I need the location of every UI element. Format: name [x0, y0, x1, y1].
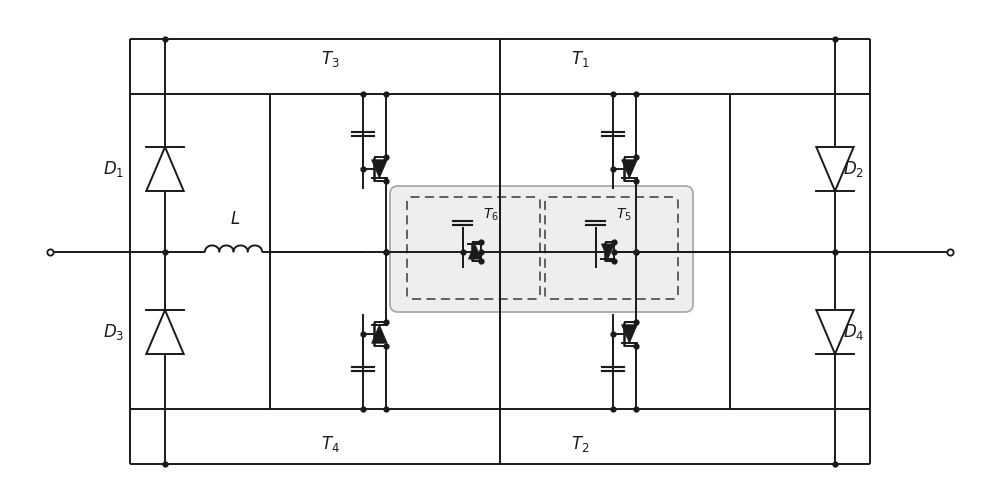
- Text: $T_3$: $T_3$: [321, 49, 339, 69]
- Text: $T_2$: $T_2$: [571, 434, 589, 454]
- Text: $T_5$: $T_5$: [616, 207, 631, 223]
- Polygon shape: [601, 244, 614, 259]
- Text: $T_1$: $T_1$: [571, 49, 589, 69]
- Polygon shape: [468, 244, 481, 259]
- Text: $T_4$: $T_4$: [321, 434, 339, 454]
- Text: $D_4$: $D_4$: [843, 322, 864, 342]
- Text: $D_2$: $D_2$: [843, 159, 864, 179]
- Text: $L$: $L$: [230, 211, 240, 228]
- Polygon shape: [372, 325, 387, 343]
- Text: $D_1$: $D_1$: [103, 159, 124, 179]
- Text: $D_3$: $D_3$: [103, 322, 124, 342]
- Polygon shape: [622, 325, 637, 343]
- Polygon shape: [372, 160, 387, 178]
- Text: $T_6$: $T_6$: [483, 207, 499, 223]
- Polygon shape: [622, 160, 637, 178]
- FancyBboxPatch shape: [390, 186, 693, 312]
